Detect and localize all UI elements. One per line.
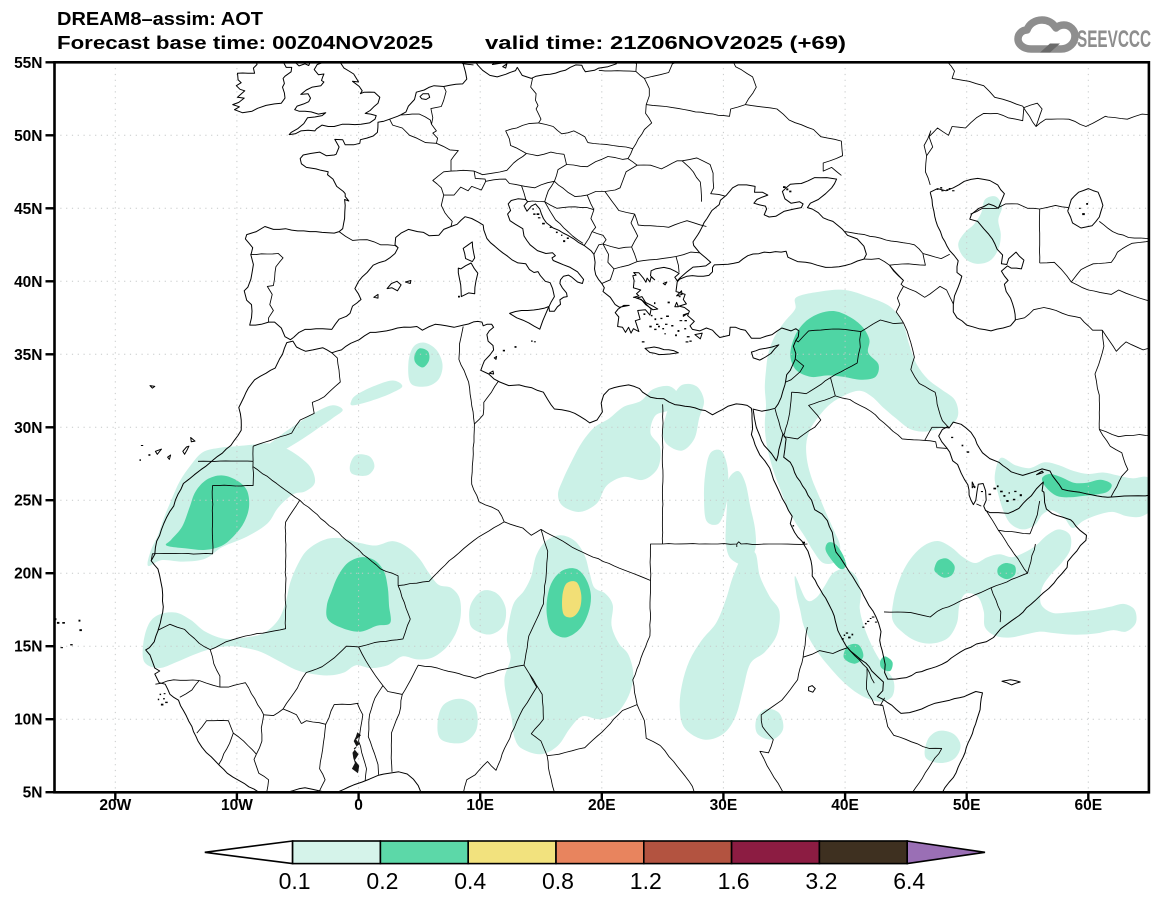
svg-text:25N: 25N [14, 493, 42, 510]
svg-text:40E: 40E [831, 797, 859, 814]
svg-text:40N: 40N [14, 274, 42, 291]
svg-text:50E: 50E [953, 797, 981, 814]
svg-text:0: 0 [354, 797, 363, 814]
svg-text:SEEVCCC: SEEVCCC [1077, 26, 1151, 53]
svg-text:30E: 30E [710, 797, 738, 814]
svg-text:1.2: 1.2 [630, 868, 662, 894]
svg-text:6.4: 6.4 [893, 868, 925, 894]
svg-text:Forecast base time: 00Z04NOV20: Forecast base time: 00Z04NOV2025 [57, 32, 433, 53]
svg-text:0.8: 0.8 [542, 868, 574, 894]
svg-text:0.1: 0.1 [279, 868, 311, 894]
svg-text:20E: 20E [588, 797, 616, 814]
svg-text:20W: 20W [99, 797, 131, 814]
svg-text:DREAM8–assim: AOT: DREAM8–assim: AOT [57, 8, 264, 29]
svg-text:15N: 15N [14, 639, 42, 656]
svg-text:0.2: 0.2 [366, 868, 398, 894]
svg-text:30N: 30N [14, 420, 42, 437]
svg-text:45N: 45N [14, 201, 42, 218]
svg-text:3.2: 3.2 [805, 868, 837, 894]
svg-text:10E: 10E [466, 797, 494, 814]
svg-text:5N: 5N [23, 785, 43, 802]
svg-text:valid time: 21Z06NOV2025 (+69): valid time: 21Z06NOV2025 (+69) [485, 32, 846, 53]
svg-text:55N: 55N [14, 55, 42, 72]
svg-text:0.4: 0.4 [454, 868, 486, 894]
svg-text:50N: 50N [14, 128, 42, 145]
svg-text:20N: 20N [14, 566, 42, 583]
svg-text:35N: 35N [14, 347, 42, 364]
svg-text:10W: 10W [221, 797, 253, 814]
svg-text:10N: 10N [14, 712, 42, 729]
svg-text:60E: 60E [1075, 797, 1103, 814]
svg-text:1.6: 1.6 [718, 868, 750, 894]
